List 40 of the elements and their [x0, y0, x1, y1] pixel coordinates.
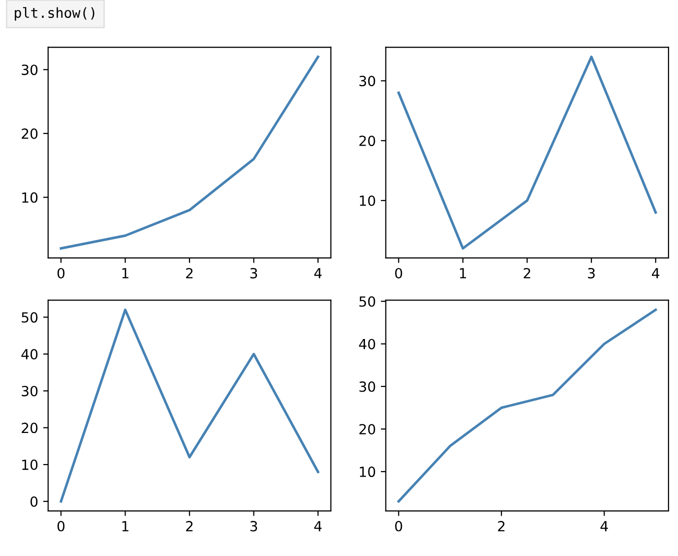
- x-tick-label: 3: [250, 268, 258, 278]
- x-tick-label: 4: [314, 268, 322, 278]
- y-tick-label: 10: [22, 192, 38, 203]
- y-tick-label: 30: [22, 386, 38, 396]
- y-tick-label: 10: [360, 466, 376, 478]
- y-tick-label: 20: [359, 136, 376, 146]
- x-tick-label: 1: [122, 268, 128, 278]
- x-tick-label: 4: [314, 521, 322, 532]
- line-series: [60, 56, 320, 250]
- x-tick-label: 0: [57, 268, 64, 278]
- x-tick-label: 3: [250, 520, 258, 532]
- y-tick-label: 30: [359, 381, 376, 392]
- y-tick-label: 50: [359, 296, 376, 307]
- x-tick-label: 3: [588, 268, 595, 278]
- line-series: [60, 308, 320, 503]
- y-tick-label: 10: [22, 460, 38, 470]
- x-tick-label: 0: [395, 268, 402, 278]
- x-tick-label: 1: [122, 521, 128, 532]
- x-tick-label: 2: [498, 520, 504, 532]
- x-tick-label: 2: [186, 520, 193, 532]
- x-tick-label: 0: [395, 520, 402, 532]
- line-series: [397, 308, 657, 503]
- x-tick-label: 1: [460, 268, 466, 278]
- y-tick-label: 30: [359, 76, 376, 86]
- x-tick-label: 4: [652, 268, 660, 278]
- y-tick-label: 40: [21, 348, 38, 360]
- y-tick-label: 40: [359, 338, 376, 350]
- y-tick-label: 30: [22, 64, 38, 76]
- x-tick-label: 2: [524, 268, 530, 278]
- y-tick-label: 0: [30, 496, 38, 507]
- x-tick-label: 4: [600, 521, 608, 532]
- y-tick-label: 10: [360, 195, 376, 206]
- y-tick-label: 20: [22, 422, 38, 434]
- y-tick-label: 50: [22, 312, 38, 323]
- line-series: [397, 56, 657, 250]
- x-tick-label: 2: [186, 268, 193, 278]
- text: plt.show(): [14, 7, 94, 21]
- x-tick-label: 0: [57, 520, 64, 532]
- y-tick-label: 20: [359, 424, 376, 434]
- y-tick-label: 20: [22, 128, 38, 139]
